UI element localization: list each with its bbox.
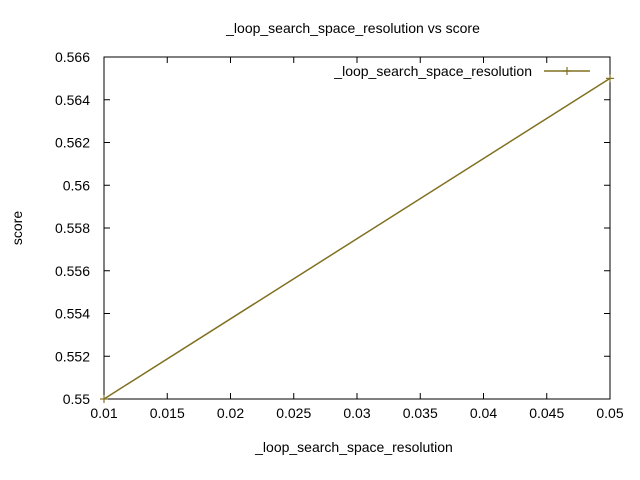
y-tick-label: 0.558: [55, 220, 90, 236]
x-axis-label: _loop_search_space_resolution: [254, 439, 453, 455]
legend-marker: [563, 67, 571, 75]
y-tick-label: 0.56: [63, 177, 90, 193]
x-tick-label: 0.03: [343, 405, 370, 421]
legend-entry-label: _loop_search_space_resolution: [333, 63, 532, 79]
y-tick-label: 0.554: [55, 306, 90, 322]
series-line: [103, 77, 611, 400]
y-tick-label: 0.552: [55, 348, 90, 364]
x-tick-label: 0.05: [596, 405, 623, 421]
y-tick-label: 0.556: [55, 263, 90, 279]
legend: _loop_search_space_resolution: [333, 63, 590, 79]
x-tick-label: 0.01: [90, 405, 117, 421]
x-tick-label: 0.045: [529, 405, 564, 421]
y-tick-label: 0.566: [55, 49, 90, 65]
plot-area-border: [103, 56, 611, 400]
y-tick-label: 0.564: [55, 92, 90, 108]
chart-title: _loop_search_space_resolution vs score: [225, 20, 480, 36]
data-point: [606, 74, 614, 83]
y-axis-label: score: [9, 211, 25, 245]
y-tick-label: 0.55: [63, 391, 90, 407]
series-layer: [100, 74, 614, 403]
x-axis: 0.01 0.015 0.02 0.025 0.03 0.035 0.04 0.045 0.05: [90, 57, 624, 421]
data-point: [100, 395, 108, 403]
y-axis: 0.55 0.552 0.554 0.556 0.558 0.56 0.562 0.564 0.…: [55, 49, 610, 407]
x-tick-label: 0.025: [276, 405, 311, 421]
x-tick-label: 0.04: [470, 405, 497, 421]
x-tick-label: 0.035: [403, 405, 438, 421]
y-tick-label: 0.562: [55, 135, 90, 151]
legend-marker-plus: [563, 67, 571, 75]
x-tick-label: 0.02: [217, 405, 244, 421]
x-tick-label: 0.015: [150, 405, 185, 421]
